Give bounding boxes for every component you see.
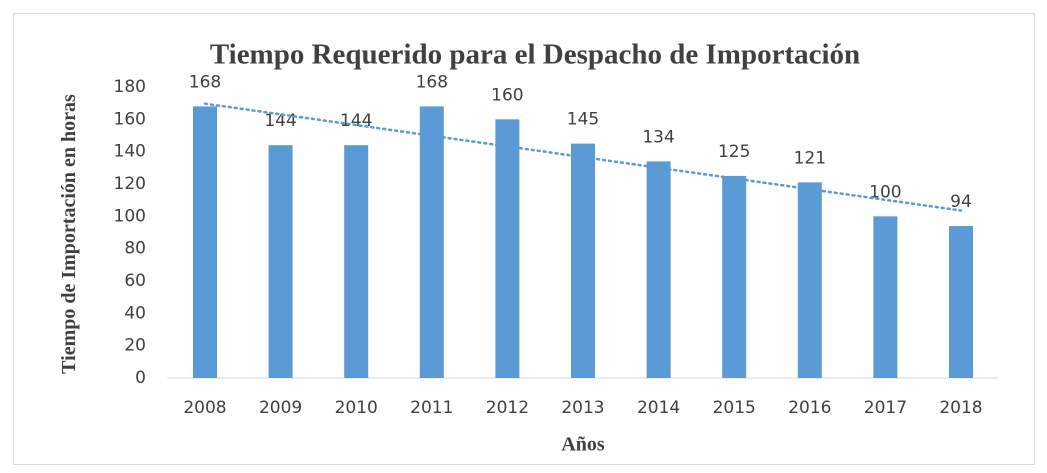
x-tick-label: 2015 [713,398,756,418]
x-tick-label: 2017 [864,398,907,418]
x-tick-label: 2012 [486,398,529,418]
bar [419,106,444,379]
chart-title: Tiempo Requerido para el Despacho de Imp… [210,39,860,71]
data-label: 144 [340,111,372,131]
y-tick-label: 80 [124,239,146,259]
data-label: 160 [491,85,523,105]
x-tick-label: 2016 [788,398,831,418]
y-tick-label: 140 [114,142,146,162]
bar [344,145,369,378]
trendline [203,102,963,212]
y-tick-label: 160 [114,109,146,129]
bar [193,106,217,379]
y-tick-label: 40 [124,303,146,323]
data-label: 134 [642,127,674,147]
data-label: 121 [794,148,826,168]
data-label: 145 [567,110,599,130]
x-tick-label: 2013 [561,398,604,418]
y-tick-label: 100 [114,206,146,226]
bar [268,145,293,378]
x-axis-label: Años [561,434,605,456]
bar [571,143,595,378]
chart-border [13,13,1035,465]
y-tick-label: 20 [124,336,146,356]
y-tick-label: 60 [124,271,146,291]
data-label: 144 [264,111,296,131]
x-tick-label: 2011 [410,398,453,418]
y-tick-label: 0 [135,368,146,388]
y-tick-label: 120 [114,174,146,194]
bar [949,226,973,378]
bar [646,161,671,378]
bar [797,182,822,378]
x-tick-label: 2008 [183,398,226,418]
bar [722,175,747,378]
x-tick-label: 2014 [637,398,680,418]
x-tick-label: 2010 [335,398,378,418]
data-label: 94 [950,192,972,212]
data-label: 125 [718,142,750,162]
y-tick-label: 180 [114,77,146,97]
x-tick-label: 2009 [259,398,302,418]
bar [495,119,520,378]
x-tick-label: 2018 [939,398,982,418]
bar [873,216,898,378]
data-label: 168 [189,72,221,92]
data-label: 168 [416,72,448,92]
data-label: 100 [869,182,901,202]
y-axis-label: Tiempo de Importación en horas [58,94,80,374]
